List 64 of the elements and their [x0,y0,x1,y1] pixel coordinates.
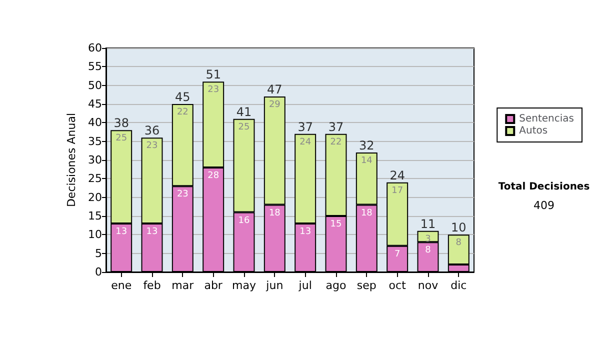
total-label: 45 [175,90,190,104]
data-label: 28 [208,170,220,181]
x-tick-label: oct [388,279,407,292]
total-label: 36 [144,124,160,138]
y-tick-label: 40 [88,116,102,130]
data-label: 22 [330,137,342,148]
legend-label: Autos [519,126,548,136]
total-label: 41 [236,104,252,119]
total-label: 11 [420,216,436,231]
data-label: 14 [360,156,373,166]
data-label: 29 [268,100,281,110]
y-tick-label: 50 [88,78,102,92]
total-label: 10 [451,220,466,235]
x-tick-label: sep [356,279,376,292]
y-tick-label: 30 [88,154,102,166]
data-label: 13 [300,226,312,237]
total-label: 47 [267,82,282,97]
data-label: 22 [176,108,188,118]
data-label: 23 [208,85,220,96]
x-tick-label: jun [265,279,284,292]
text: 409 [534,199,554,212]
data-label: 16 [238,216,250,226]
data-label: 7 [394,249,400,260]
x-tick-label: ago [326,279,346,292]
data-label: 24 [300,137,312,148]
total-label: 37 [298,120,313,134]
y-tick-label: 25 [88,172,102,186]
y-tick-label: 0 [95,266,102,278]
y-axis-title: Decisiones Anual [65,112,78,208]
x-tick-label: may [232,279,256,292]
data-label: 8 [456,238,462,248]
y-tick-label: 35 [88,134,102,148]
data-label: 13 [116,226,128,237]
data-label: 23 [176,190,188,200]
x-tick-label: mar [172,279,194,292]
y-tick-label: 15 [88,210,102,222]
total-label: 32 [359,138,374,153]
y-tick-label: 10 [88,228,102,242]
data-label: 25 [116,134,128,144]
x-tick-label: dic [450,279,467,292]
x-tick-label: abr [204,279,223,292]
y-tick-label: 45 [88,98,102,110]
text: Total Decisiones [498,182,590,192]
data-label: 8 [425,246,432,256]
data-label: 18 [268,208,281,218]
x-tick-label: ene [111,279,132,292]
x-tick-label: jul [298,279,312,292]
data-label: 13 [146,226,158,237]
legend-label: Sentencias [519,114,574,124]
data-label: 15 [330,220,342,230]
y-tick-label: 5 [95,246,102,260]
y-tick-label: 55 [88,60,102,74]
data-label: 18 [360,208,373,218]
data-label: 23 [146,141,158,152]
total-label: 51 [206,68,221,82]
x-tick-label: nov [418,279,439,292]
data-label: 17 [392,186,404,196]
total-label: 37 [328,120,344,134]
y-tick-label: 60 [88,42,102,54]
data-label: 25 [238,122,250,132]
total-label: 24 [390,168,405,182]
y-tick-label: 20 [88,190,102,204]
x-tick-label: feb [143,279,161,292]
total-label: 38 [114,116,129,130]
